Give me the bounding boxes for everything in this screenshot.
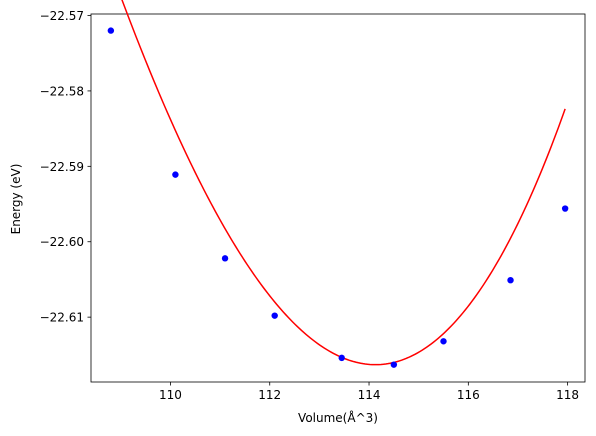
- data-point: [390, 361, 398, 368]
- x-axis-ticks: 110 112 114 116 118: [159, 382, 579, 402]
- x-tick-label: 114: [358, 388, 381, 402]
- data-point: [172, 171, 179, 178]
- y-tick-label: −22.61: [40, 311, 84, 325]
- y-tick-label: −22.59: [40, 160, 84, 174]
- data-point: [507, 276, 514, 284]
- data-point: [338, 354, 345, 362]
- x-tick-label: 110: [159, 388, 182, 402]
- fit-curve-line: [121, 0, 566, 366]
- data-point: [271, 312, 278, 319]
- y-axis-ticks: −22.57 −22.58 −22.59 −22.60 −22.61: [40, 9, 91, 325]
- data-point: [107, 27, 115, 34]
- x-tick-label: 116: [457, 388, 480, 402]
- x-tick-label: 118: [556, 388, 579, 402]
- x-tick-label: 112: [258, 388, 281, 402]
- y-tick-label: −22.60: [40, 235, 84, 249]
- plot-frame: [90, 13, 586, 383]
- fit-curve-layer: [121, 0, 566, 366]
- y-tick-label: −22.57: [40, 9, 84, 23]
- data-points-layer: [107, 27, 569, 368]
- plot-area-border: [90, 13, 586, 383]
- y-tick-label: −22.58: [40, 84, 84, 98]
- data-point: [221, 255, 229, 262]
- data-point: [561, 205, 569, 212]
- data-point: [440, 338, 447, 345]
- x-axis-label: Volume(Å^3): [298, 410, 378, 425]
- y-axis-label: Energy (eV): [9, 164, 23, 235]
